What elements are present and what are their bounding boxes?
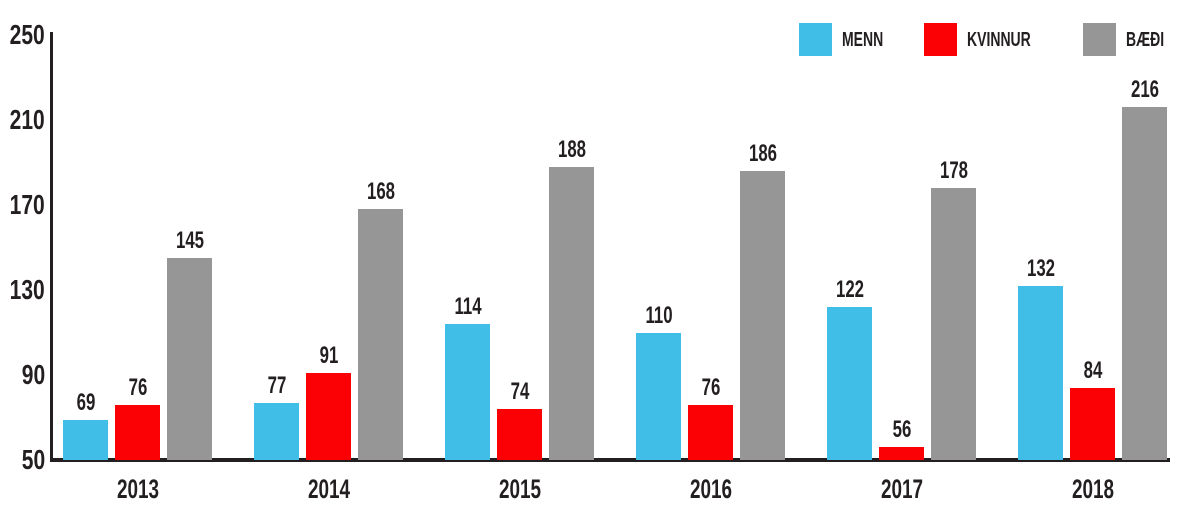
bar-value-label: 132	[1026, 254, 1055, 282]
bar-value-label: 178	[939, 157, 968, 184]
x-category-label: 2013	[116, 474, 159, 504]
bar-menn-2015: 114	[445, 295, 490, 460]
bar-group-2017: 122 56 178 2017	[827, 159, 976, 503]
bar-kvinnur-2017: 56	[879, 418, 924, 460]
x-category-label: 2015	[498, 474, 541, 504]
x-axis-line	[50, 458, 1170, 462]
bar-value-label: 110	[644, 301, 673, 329]
bar-value-label: 74	[510, 378, 529, 405]
y-tick-label: 130	[9, 274, 45, 305]
legend-item-kvinnur: KVINNUR	[924, 23, 1058, 56]
legend-swatch	[1082, 23, 1116, 56]
bar-bæði-2016: 186	[740, 142, 785, 460]
bar-kvinnur-2015: 74	[497, 380, 542, 460]
y-tick-label: 170	[9, 189, 45, 220]
bar-value-label: 69	[76, 388, 95, 416]
bar-kvinnur-2016: 76	[688, 375, 733, 460]
y-tick-label: 90	[21, 359, 45, 390]
bar-value-label: 216	[1130, 76, 1159, 104]
bar-group-2016: 110 76 186 2016	[636, 142, 785, 503]
bar-bæði-2014: 168	[358, 180, 403, 460]
x-category-label: 2017	[880, 474, 923, 504]
bar-bæði-2015: 188	[549, 137, 594, 460]
bar-value-label: 122	[835, 276, 864, 303]
bar-menn-2018: 132	[1018, 256, 1063, 460]
legend-swatch	[798, 23, 832, 56]
bar-kvinnur-2013: 76	[115, 375, 160, 460]
bar-menn-2016: 110	[636, 303, 681, 460]
plot-area: 69 76 145 2013 77 91 168 2014 114 74 188 2015 110 76 1…	[53, 35, 1167, 503]
bar-menn-2013: 69	[63, 390, 108, 460]
bar-bæði-2017: 178	[931, 159, 976, 460]
y-axis-line	[50, 32, 53, 462]
legend-swatch	[924, 23, 958, 56]
bar-bæði-2018: 216	[1122, 78, 1167, 460]
legend: MENN KVINNUR BÆÐI	[798, 23, 1180, 56]
bar-value-label: 114	[453, 293, 482, 320]
x-category-label: 2018	[1071, 474, 1114, 504]
bar-value-label: 188	[557, 135, 586, 163]
bar-group-2013: 69 76 145 2013	[63, 229, 212, 503]
bar-value-label: 84	[1083, 356, 1102, 384]
bar-value-label: 76	[701, 373, 720, 401]
legend-label: KVINNUR	[967, 28, 1032, 51]
bar-value-label: 186	[748, 140, 777, 167]
y-axis-ticks: 250 210 170 130 90 50	[0, 0, 45, 518]
bar-group-2018: 132 84 216 2018	[1018, 78, 1167, 503]
bar-value-label: 56	[892, 416, 911, 444]
legend-item-bæði: BÆÐI	[1082, 23, 1180, 56]
bar-value-label: 145	[175, 227, 204, 255]
legend-label: BÆÐI	[1125, 28, 1164, 51]
bar-value-label: 91	[319, 341, 338, 369]
bar-value-label: 76	[128, 373, 147, 401]
x-category-label: 2016	[689, 474, 732, 504]
bar-group-2015: 114 74 188 2015	[445, 137, 594, 503]
bar-value-label: 168	[366, 178, 395, 206]
bar-value-label: 77	[267, 371, 286, 399]
bar-kvinnur-2014: 91	[306, 343, 351, 460]
bar-menn-2014: 77	[254, 373, 299, 460]
bar-menn-2017: 122	[827, 278, 872, 460]
y-tick-label: 250	[9, 19, 45, 50]
bar-kvinnur-2018: 84	[1070, 358, 1115, 460]
bar-group-2014: 77 91 168 2014	[254, 180, 403, 503]
y-tick-label: 50	[21, 444, 45, 475]
legend-label: MENN	[841, 28, 883, 51]
legend-item-menn: MENN	[798, 23, 901, 56]
bar-bæði-2013: 145	[167, 229, 212, 460]
x-category-label: 2014	[307, 474, 350, 504]
y-tick-label: 210	[9, 104, 45, 135]
